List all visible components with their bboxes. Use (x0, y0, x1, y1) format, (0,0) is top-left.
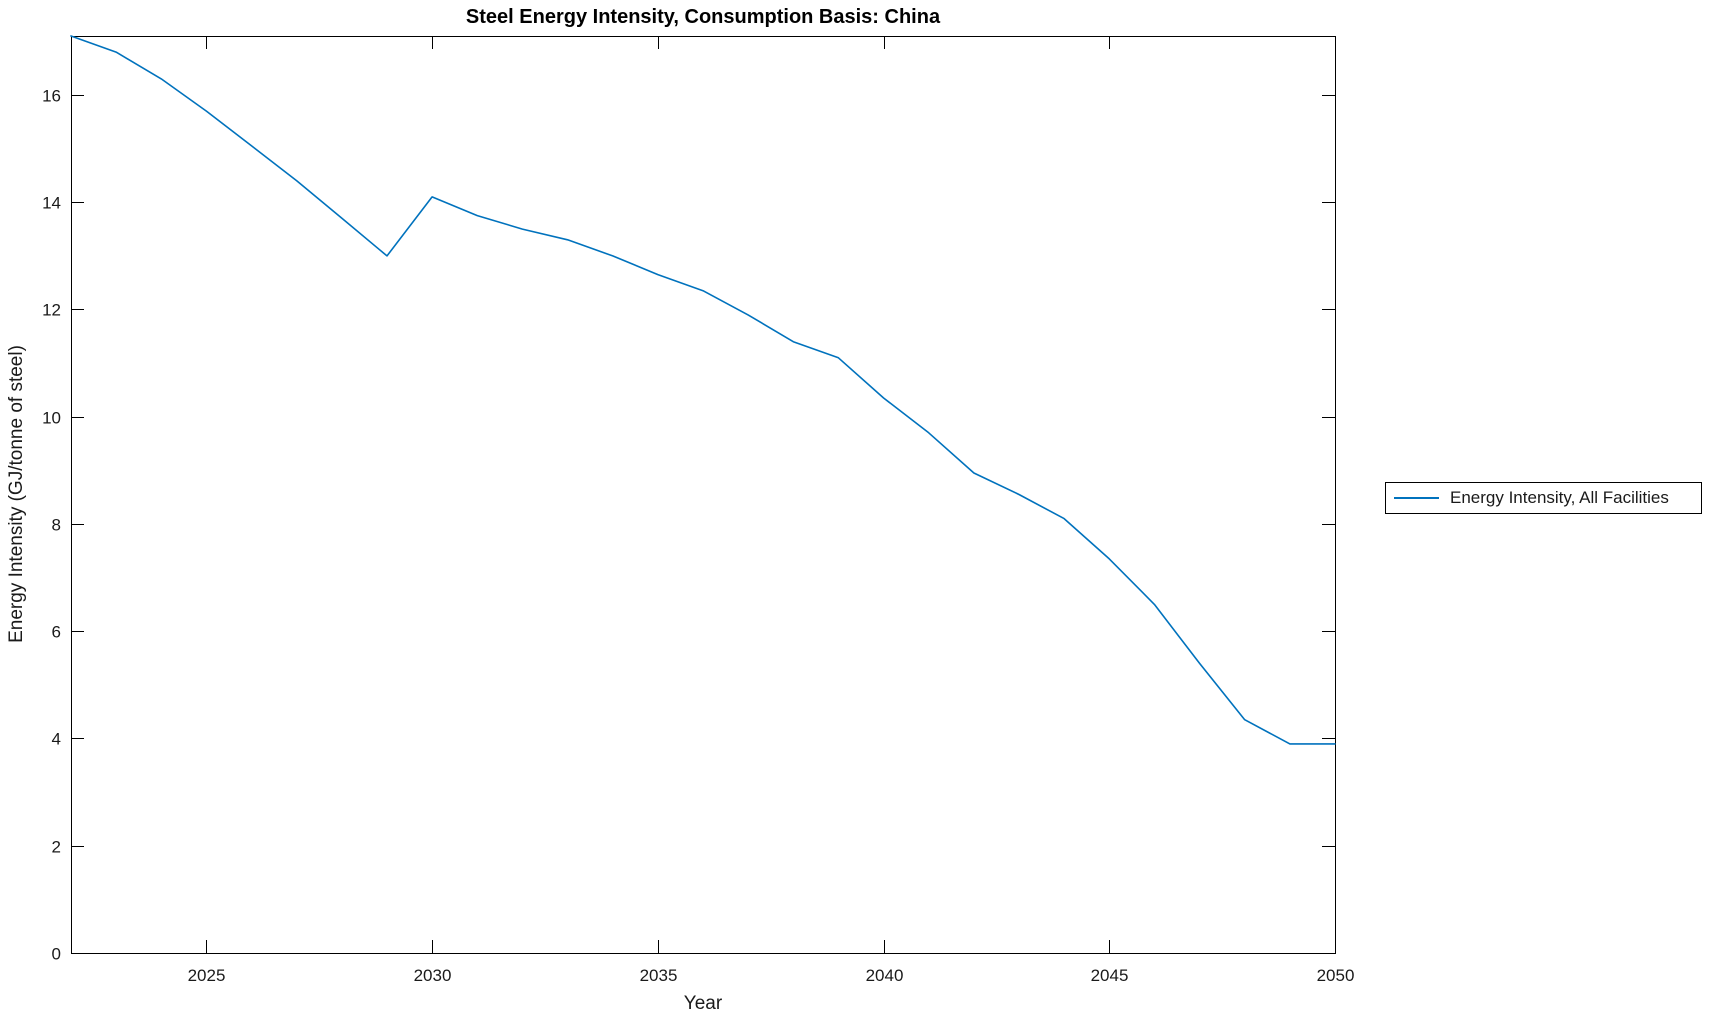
legend-label: Energy Intensity, All Facilities (1450, 488, 1669, 507)
y-axis-label: Energy Intensity (GJ/tonne of steel) (6, 345, 27, 643)
y-tick-label: 2 (52, 838, 61, 857)
y-tick-label: 14 (42, 194, 61, 213)
x-axis-label: Year (683, 993, 723, 1014)
x-tick-label: 2040 (866, 966, 904, 985)
y-tick-label: 8 (52, 516, 61, 535)
x-tick-label: 2050 (1317, 966, 1355, 985)
x-tick-label: 2025 (188, 966, 226, 985)
y-tick-label: 16 (42, 87, 61, 106)
figure-title: Steel Energy Intensity, Consumption Basi… (465, 6, 941, 28)
x-tick-label: 2035 (640, 966, 678, 985)
y-tick-label: 0 (52, 945, 61, 964)
x-tick-label: 2045 (1091, 966, 1129, 985)
y-tick-label: 12 (42, 301, 61, 320)
legend: Energy Intensity, All Facilities (1385, 482, 1702, 514)
data-line (70, 35, 1336, 745)
y-tick-label: 10 (42, 409, 61, 428)
y-tick-label: 4 (52, 730, 61, 749)
plot-box (71, 36, 1336, 954)
legend-line-sample (1394, 497, 1439, 499)
x-tick-label: 2030 (414, 966, 452, 985)
y-tick-label: 6 (52, 623, 61, 642)
